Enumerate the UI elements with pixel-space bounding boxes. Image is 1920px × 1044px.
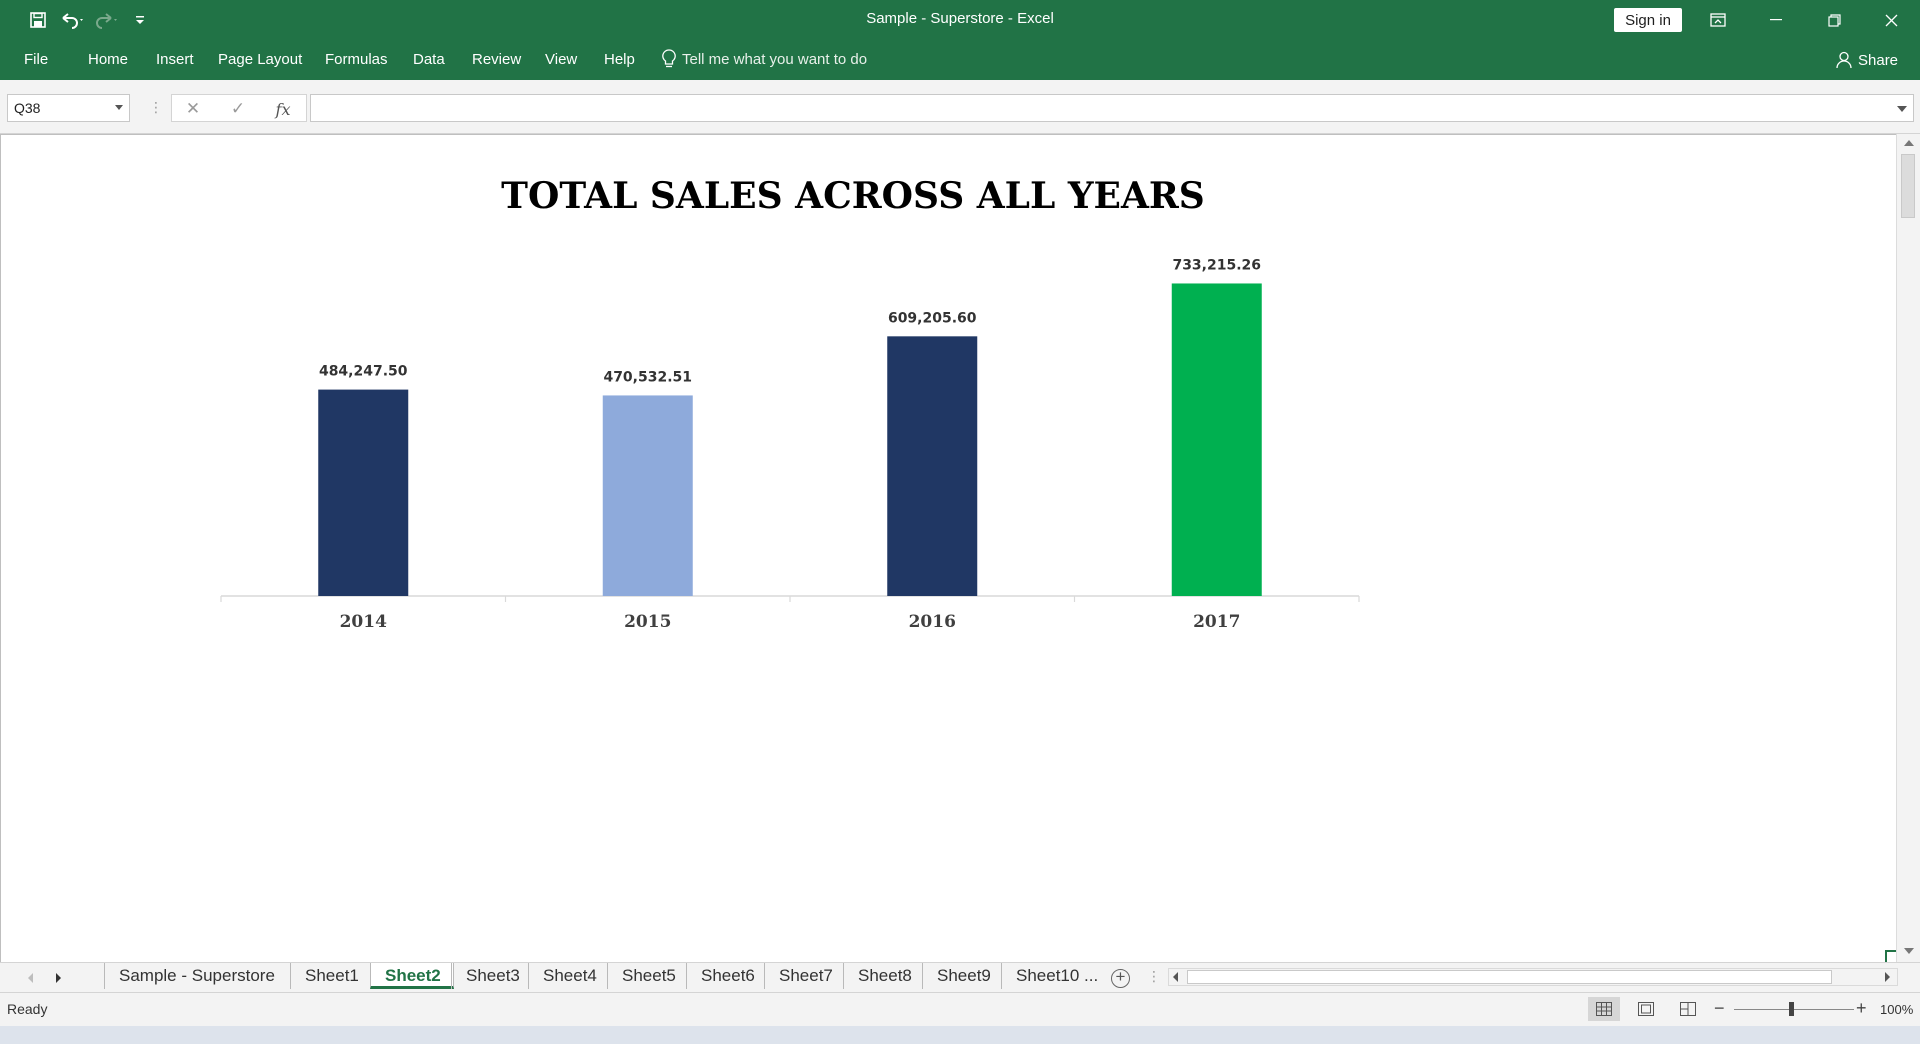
sign-in-button[interactable]: Sign in bbox=[1614, 8, 1682, 32]
name-box-value: Q38 bbox=[14, 100, 41, 116]
cancel-icon[interactable]: ✕ bbox=[185, 99, 201, 118]
x-tick-label-2015[interactable]: 2015 bbox=[624, 612, 671, 632]
scroll-left-icon[interactable] bbox=[1173, 972, 1178, 982]
expand-formula-icon[interactable] bbox=[1897, 106, 1907, 112]
sheet-tab-sheet3[interactable]: Sheet3 bbox=[451, 963, 532, 989]
zoom-in-icon[interactable]: + bbox=[1856, 998, 1867, 1018]
tab-help[interactable]: Help bbox=[604, 51, 635, 68]
enter-icon[interactable]: ✓ bbox=[230, 99, 246, 118]
insert-function-icon[interactable]: fx bbox=[275, 99, 291, 119]
tab-review[interactable]: Review bbox=[472, 51, 522, 68]
bar-2014[interactable] bbox=[318, 389, 409, 596]
sheet-tab-sheet7[interactable]: Sheet7 bbox=[764, 963, 845, 989]
scroll-down-icon[interactable] bbox=[1904, 948, 1914, 954]
zoom-level[interactable]: 100% bbox=[1880, 1002, 1914, 1017]
tab-splitter-icon[interactable]: ⋮ bbox=[1147, 968, 1161, 984]
restore-icon[interactable] bbox=[1811, 0, 1857, 40]
bar-2015[interactable] bbox=[602, 395, 693, 596]
zoom-out-icon[interactable]: − bbox=[1714, 998, 1725, 1018]
sheet-tabs-bar: Sample - Superstore Sheet1 Sheet2 Sheet3 She… bbox=[0, 962, 1920, 992]
sheet-tab-sheet6[interactable]: Sheet6 bbox=[686, 963, 767, 989]
close-icon[interactable] bbox=[1868, 0, 1914, 40]
quick-access-toolbar bbox=[24, 8, 154, 32]
bar-2016[interactable] bbox=[887, 336, 978, 596]
data-label-2015[interactable]: 470,532.51 bbox=[603, 369, 692, 385]
formula-bar-grip-icon[interactable]: ⋮ bbox=[149, 99, 163, 115]
data-label-2016[interactable]: 609,205.60 bbox=[888, 310, 977, 326]
tell-me-label: Tell me what you want to do bbox=[682, 50, 868, 68]
page-break-view-icon[interactable] bbox=[1672, 997, 1704, 1021]
sales-chart[interactable]: TOTAL SALES ACROSS ALL YEARS 484,247.50 20… bbox=[1, 135, 1897, 963]
chart-resize-handle[interactable] bbox=[1885, 950, 1897, 962]
status-bar: Ready − + 100% bbox=[0, 992, 1920, 1026]
minimize-icon[interactable] bbox=[1753, 0, 1799, 40]
worksheet-area[interactable]: TOTAL SALES ACROSS ALL YEARS 484,247.50 20… bbox=[0, 134, 1897, 963]
tab-insert[interactable]: Insert bbox=[156, 51, 194, 68]
x-tick-label-2017[interactable]: 2017 bbox=[1193, 612, 1240, 632]
scroll-up-icon[interactable] bbox=[1904, 140, 1914, 146]
page-layout-view-icon[interactable] bbox=[1630, 997, 1662, 1021]
title-bar: Sample - Superstore - Excel Sign in bbox=[0, 0, 1920, 40]
vertical-scrollbar[interactable] bbox=[1896, 134, 1920, 962]
person-icon bbox=[1836, 51, 1852, 69]
horizontal-scrollbar[interactable] bbox=[1168, 968, 1898, 986]
status-text: Ready bbox=[7, 1001, 48, 1017]
ribbon-display-options-icon[interactable] bbox=[1695, 0, 1741, 40]
lightbulb-icon bbox=[662, 49, 676, 68]
zoom-slider-track[interactable] bbox=[1734, 1009, 1854, 1010]
vertical-scroll-thumb[interactable] bbox=[1901, 154, 1915, 218]
taskbar-edge bbox=[0, 1026, 1920, 1044]
formula-bar: Q38 ⋮ ✕ ✓ fx bbox=[0, 80, 1920, 134]
sheet-tab-sheet1[interactable]: Sheet1 bbox=[290, 963, 371, 989]
sheet-tab-sheet2[interactable]: Sheet2 bbox=[370, 963, 454, 989]
undo-icon[interactable] bbox=[58, 8, 86, 32]
next-sheet-icon[interactable] bbox=[56, 973, 61, 983]
tab-data[interactable]: Data bbox=[413, 51, 445, 68]
data-label-2014[interactable]: 484,247.50 bbox=[319, 364, 408, 380]
sheet-tab-sheet5[interactable]: Sheet5 bbox=[607, 963, 688, 989]
tab-view[interactable]: View bbox=[545, 51, 578, 68]
horizontal-scroll-thumb[interactable] bbox=[1187, 970, 1832, 984]
formula-buttons: ✕ ✓ fx bbox=[171, 94, 307, 122]
save-icon[interactable] bbox=[24, 8, 52, 32]
tab-formulas[interactable]: Formulas bbox=[325, 51, 388, 68]
normal-view-icon[interactable] bbox=[1588, 997, 1620, 1021]
tell-me-search[interactable]: Tell me what you want to do bbox=[662, 49, 867, 69]
sheet-tab-sheet4[interactable]: Sheet4 bbox=[528, 963, 609, 989]
bar-2017[interactable] bbox=[1171, 283, 1262, 596]
sheet-tab-sheet10[interactable]: Sheet10 ... bbox=[1001, 963, 1110, 989]
scroll-right-icon[interactable] bbox=[1885, 972, 1890, 982]
formula-input[interactable] bbox=[310, 94, 1914, 122]
customize-qat-icon[interactable] bbox=[126, 8, 154, 32]
x-tick-label-2014[interactable]: 2014 bbox=[340, 612, 387, 632]
add-sheet-icon[interactable]: + bbox=[1111, 968, 1130, 988]
sheet-tab-sheet8[interactable]: Sheet8 bbox=[843, 963, 924, 989]
ribbon-tabs: File Home Insert Page Layout Formulas Da… bbox=[0, 40, 1920, 80]
tab-file[interactable]: File bbox=[24, 51, 49, 68]
sheet-tab-sample-superstore[interactable]: Sample - Superstore bbox=[104, 963, 287, 989]
data-label-2017[interactable]: 733,215.26 bbox=[1172, 257, 1261, 273]
share-button[interactable]: Share bbox=[1836, 51, 1898, 69]
x-tick-label-2016[interactable]: 2016 bbox=[909, 612, 956, 632]
chart-title[interactable]: TOTAL SALES ACROSS ALL YEARS bbox=[501, 175, 1205, 217]
tab-home[interactable]: Home bbox=[88, 51, 129, 68]
sheet-tab-sheet9[interactable]: Sheet9 bbox=[922, 963, 1003, 989]
redo-icon[interactable] bbox=[92, 8, 120, 32]
share-label: Share bbox=[1858, 51, 1899, 69]
name-box[interactable]: Q38 bbox=[7, 94, 130, 122]
prev-sheet-icon[interactable] bbox=[28, 973, 33, 983]
tab-page-layout[interactable]: Page Layout bbox=[218, 51, 303, 68]
zoom-slider-thumb[interactable] bbox=[1789, 1002, 1794, 1016]
chevron-down-icon[interactable] bbox=[115, 105, 123, 110]
